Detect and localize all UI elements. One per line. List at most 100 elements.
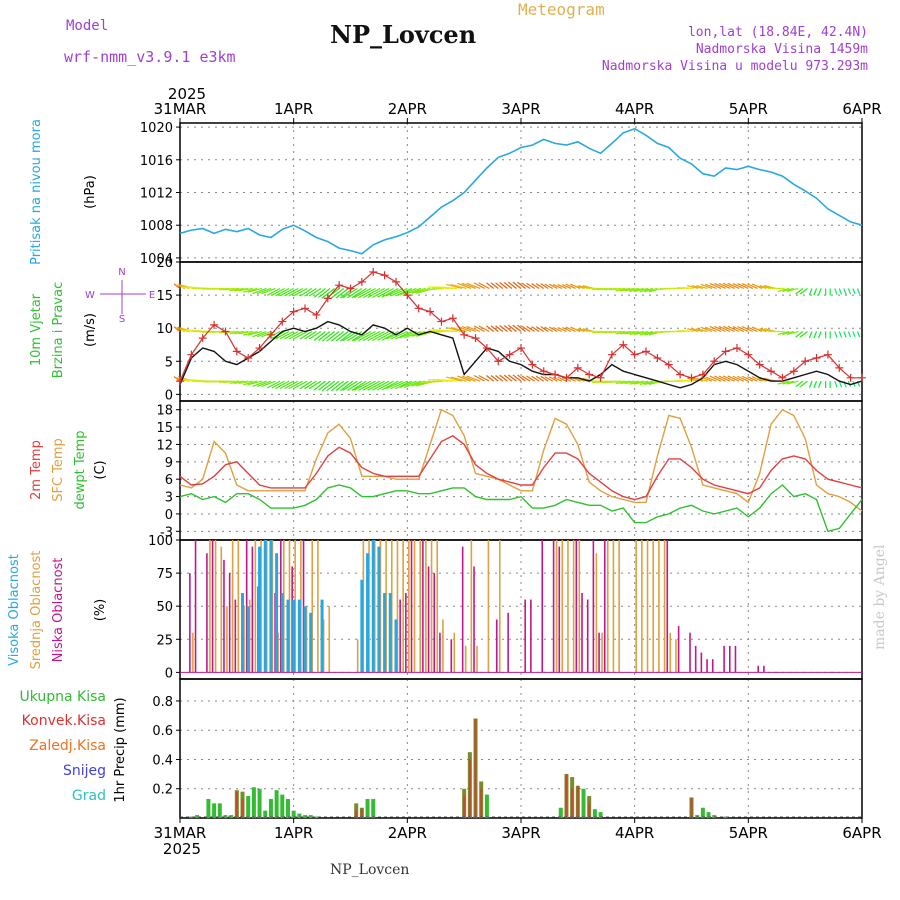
time-axis-top-label: 3APR <box>501 100 540 118</box>
wind-barb <box>293 380 308 390</box>
temp-ylabel: (C) <box>93 460 108 479</box>
wind-barb <box>486 375 495 382</box>
wind-speed-marker <box>494 357 503 366</box>
wind-speed-marker <box>664 360 673 369</box>
wind-barb <box>353 330 372 342</box>
wind-barb <box>223 287 240 291</box>
wind-barb <box>624 330 640 335</box>
wind-speed-marker <box>357 277 366 286</box>
y-tick-label: 100 <box>148 534 173 549</box>
wind-barb <box>691 328 704 333</box>
wind-barb <box>362 380 381 391</box>
pressure-title: Pritisak na nivou mora <box>29 119 44 265</box>
wind-barb <box>247 330 262 336</box>
wind-barb <box>521 375 531 382</box>
wind-barb <box>813 288 818 296</box>
wind-barb <box>377 330 394 341</box>
wind-barb <box>478 282 490 290</box>
wind-barb <box>526 325 535 333</box>
wind-barb <box>330 288 345 299</box>
precip-total-bar <box>206 798 211 818</box>
wind-barb <box>813 331 818 339</box>
wind-barb <box>696 285 708 290</box>
wind-speed-marker <box>301 304 310 313</box>
wind-barb <box>495 282 504 289</box>
precip-total-bar <box>314 816 319 818</box>
wind-barb <box>856 331 861 338</box>
wind-barb <box>399 380 417 388</box>
wind-barb <box>279 330 294 340</box>
wind-barb <box>718 282 731 290</box>
y-tick-label: 3 <box>165 491 173 506</box>
wind-barb <box>531 375 540 382</box>
wind-barb <box>252 287 267 295</box>
wind-barb <box>473 374 485 382</box>
y-tick-label: 0 <box>165 388 173 403</box>
wind-barb <box>377 287 394 298</box>
wind-barb <box>335 288 349 299</box>
compass-rose <box>100 280 146 314</box>
wind-barb <box>381 330 399 341</box>
wind-barb <box>486 282 495 289</box>
precip-total-bar <box>598 812 603 818</box>
wind-barb <box>318 288 331 298</box>
wind-barb <box>288 330 304 340</box>
wind-barb <box>629 380 644 385</box>
wind-speed-marker <box>732 344 741 353</box>
wind-barb <box>284 287 299 297</box>
y-tick-label: 75 <box>156 567 173 582</box>
wind-barb <box>624 287 640 292</box>
wind-barb <box>367 287 385 299</box>
wind-barb <box>777 330 790 336</box>
wind-barb <box>261 380 276 387</box>
wind-barb <box>229 380 244 385</box>
wind-barb <box>795 331 804 338</box>
precip-conv-bar <box>576 785 579 818</box>
wind-barb <box>335 380 349 392</box>
panel-frame <box>179 122 863 263</box>
precip-conv-bar <box>463 796 466 818</box>
wind-barb <box>437 286 458 290</box>
wind-barb <box>512 281 522 289</box>
wind-barb <box>620 330 635 335</box>
wind-barb <box>266 287 281 296</box>
precip-total-bar <box>268 798 273 818</box>
wind-barb <box>834 380 838 388</box>
wind-barb <box>478 325 490 333</box>
wind-barb <box>234 380 249 385</box>
wind-barb <box>808 380 813 388</box>
wind-barb <box>266 380 281 389</box>
precip-legend-1: Konvek.Kisa <box>22 713 106 729</box>
wind-barb <box>342 380 358 391</box>
wind-speed-marker <box>630 350 639 359</box>
dewpoint-line <box>179 484 863 533</box>
time-axis-bottom-label: 4APR <box>615 824 654 842</box>
wind-barb <box>718 375 731 382</box>
wind-barb <box>696 328 708 333</box>
cloud-legend-2: Niska Oblacnost <box>51 558 66 663</box>
wind-barb <box>395 330 413 340</box>
wind-barb <box>335 331 349 342</box>
wind-speed-marker <box>835 363 844 372</box>
wind-barb <box>284 330 299 340</box>
temp-legend-0: 2m Temp <box>29 440 44 500</box>
time-axis-top-label: 4APR <box>615 100 654 118</box>
precip-total-bar <box>291 810 296 818</box>
wind-speed-marker <box>403 291 412 300</box>
wind-barb <box>544 326 554 333</box>
wind-barb <box>243 287 258 293</box>
wind-speed-marker <box>482 344 491 353</box>
wind-speed-marker <box>846 373 855 382</box>
pressure-line <box>179 127 863 255</box>
wind-barb <box>517 324 526 332</box>
y-tick-label: 1016 <box>140 154 173 169</box>
wind-speed-marker <box>437 317 446 326</box>
wind-barb <box>490 282 499 289</box>
precip-total-bar <box>280 794 285 818</box>
wind-barb <box>747 283 758 290</box>
wind-barb <box>847 331 852 338</box>
y-tick-label: 0 <box>165 666 173 681</box>
wind-barb <box>782 287 794 293</box>
wind-barb <box>714 375 726 382</box>
wind-barb <box>457 282 472 290</box>
